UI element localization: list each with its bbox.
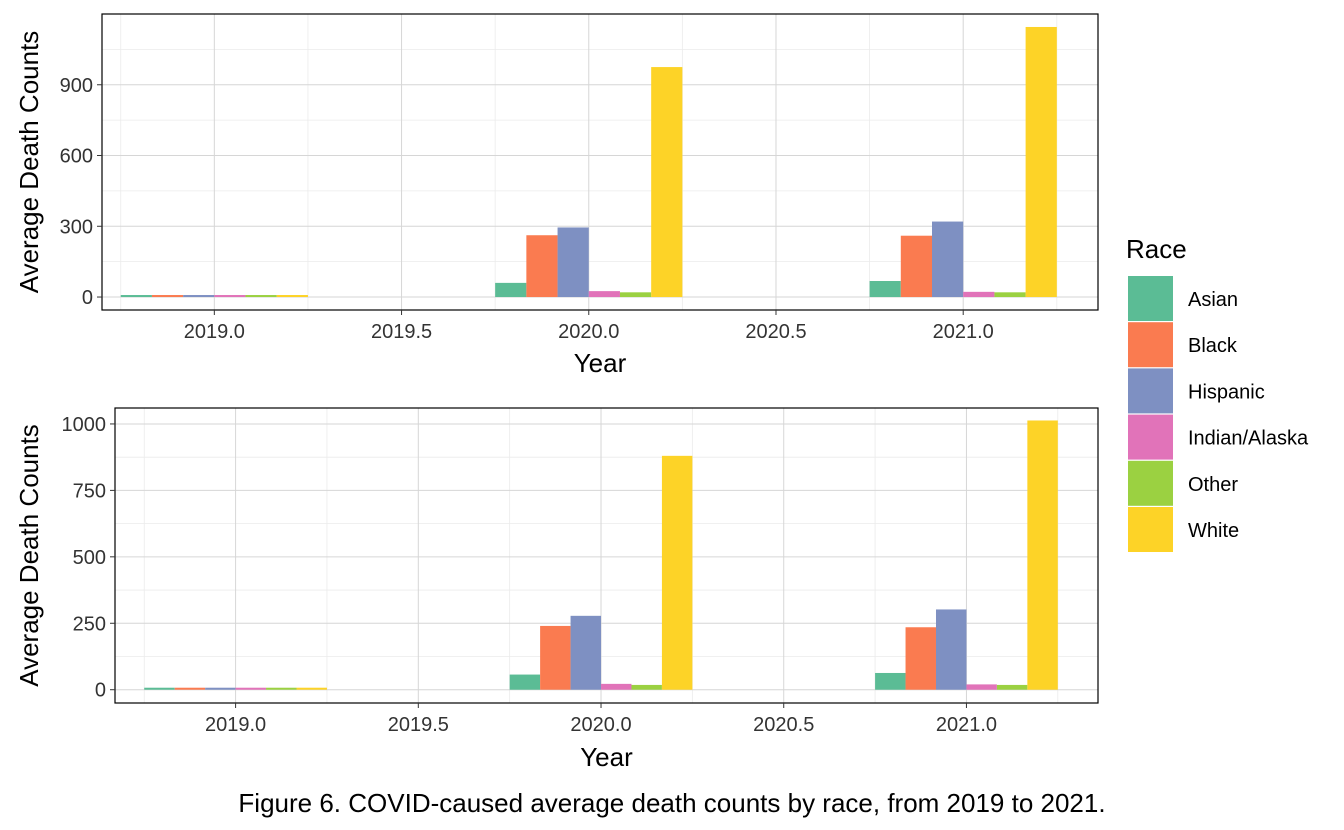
bar-indian-alaska-2021 (963, 291, 995, 298)
bar-indian-alaska-2020 (588, 291, 620, 298)
bar-black-2021 (900, 235, 932, 298)
x-tick-label: 2020.5 (753, 714, 814, 736)
bar-indian-alaska-2020 (601, 683, 632, 690)
bar-indian-alaska-2021 (966, 684, 997, 690)
bar-hispanic-2021 (935, 609, 967, 690)
bar-hispanic-2021 (932, 221, 964, 298)
legend-label-indian-alaska: Indian/Alaska (1188, 428, 1309, 450)
panel-border (101, 13, 1099, 311)
figure-caption: Figure 6. COVID-caused average death cou… (238, 788, 1106, 818)
x-tick-label: 2020.0 (558, 321, 619, 343)
legend-label-hispanic: Hispanic (1188, 381, 1265, 403)
x-tick-label: 2020.5 (745, 321, 806, 343)
bar-white-2019 (296, 687, 327, 690)
bar-asian-2021 (869, 280, 901, 298)
legend-label-asian: Asian (1188, 289, 1238, 311)
legend-label-white: White (1188, 520, 1239, 542)
bar-white-2021 (1027, 420, 1058, 690)
y-tick-label: 0 (95, 680, 106, 702)
y-tick-label: 900 (60, 75, 93, 97)
x-tick-label: 2019.0 (205, 714, 266, 736)
bar-other-2020 (619, 292, 652, 298)
bar-asian-2019 (144, 687, 175, 690)
legend-swatch-other (1128, 460, 1173, 506)
bar-black-2020 (540, 625, 571, 690)
x-tick-label: 2019.0 (184, 321, 245, 343)
bar-hispanic-2019 (205, 687, 236, 690)
bar-white-2021 (1025, 26, 1057, 298)
bar-black-2019 (151, 295, 184, 298)
bar-other-2019 (266, 687, 297, 690)
legend-swatch-hispanic (1128, 368, 1173, 414)
legend-swatch-indian-alaska (1128, 414, 1173, 460)
bar-black-2019 (174, 687, 206, 690)
y-tick-label: 750 (73, 480, 106, 502)
y-tick-label: 300 (60, 216, 93, 238)
bar-asian-2020 (495, 282, 527, 298)
x-tick-label: 2021.0 (936, 714, 997, 736)
legend-swatch-white (1128, 507, 1173, 552)
legend-label-other: Other (1188, 474, 1238, 496)
legend: Race Asian Black Hispanic Indian/Alaska Other… (1126, 234, 1309, 552)
bar-hispanic-2020 (570, 615, 602, 690)
x-tick-label: 2019.5 (388, 714, 449, 736)
y-axis-title: Average Death Counts (14, 424, 44, 687)
bar-other-2021 (994, 292, 1026, 298)
bar-other-2020 (631, 684, 662, 690)
panel-border (114, 407, 1099, 704)
bar-indian-alaska-2019 (235, 687, 267, 690)
x-tick-label: 2020.0 (570, 714, 631, 736)
bar-white-2019 (276, 295, 308, 298)
bar-black-2020 (526, 235, 558, 298)
y-tick-label: 250 (73, 613, 106, 635)
bar-white-2020 (651, 67, 683, 298)
legend-swatch-asian (1128, 276, 1173, 321)
y-axis-title: Average Death Counts (14, 31, 44, 294)
x-axis-title: Year (574, 348, 627, 378)
x-tick-label: 2021.0 (933, 321, 994, 343)
x-tick-label: 2019.5 (371, 321, 432, 343)
y-tick-label: 0 (82, 287, 93, 309)
y-tick-label: 1000 (62, 414, 107, 436)
bar-hispanic-2020 (557, 227, 589, 298)
y-tick-label: 500 (73, 547, 106, 569)
legend-swatch-black (1128, 322, 1173, 368)
bar-white-2020 (661, 455, 693, 690)
legend-title: Race (1126, 234, 1187, 264)
legend-label-black: Black (1188, 335, 1238, 357)
bar-asian-2019 (120, 295, 152, 298)
chart-panel-1: 0 300 600 900 2019.0 2019.5 2020.0 2020.5 2021.0… (14, 13, 1099, 378)
bar-indian-alaska-2019 (214, 295, 246, 298)
bar-asian-2020 (509, 674, 541, 690)
bar-black-2021 (905, 627, 936, 690)
x-axis-title: Year (580, 742, 633, 772)
bar-other-2019 (245, 295, 277, 298)
bar-other-2021 (996, 684, 1028, 690)
bar-hispanic-2019 (183, 295, 215, 298)
y-tick-label: 600 (60, 146, 93, 168)
bar-asian-2021 (875, 672, 906, 690)
chart-panel-2: 0 250 500 750 1000 2019.0 2019.5 2020.0 2020.5 20… (14, 407, 1099, 772)
